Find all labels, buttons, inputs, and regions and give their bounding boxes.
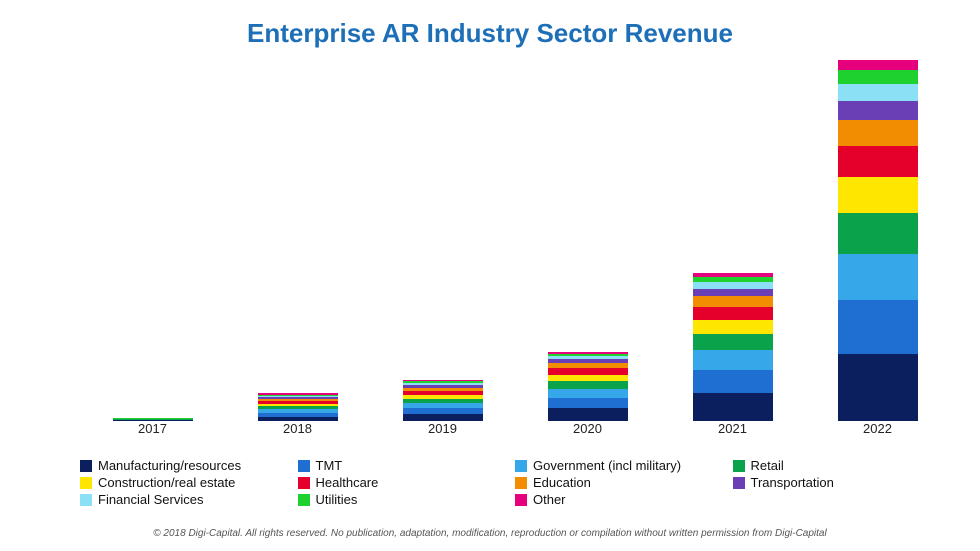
legend-item: Manufacturing/resources <box>80 458 298 473</box>
bars-container <box>80 60 950 421</box>
bar-2021 <box>693 273 773 421</box>
segment <box>693 320 773 334</box>
legend-label: Healthcare <box>316 475 379 490</box>
legend-swatch <box>733 477 745 489</box>
legend-item: Retail <box>733 458 951 473</box>
legend-swatch <box>80 494 92 506</box>
x-label: 2020 <box>543 421 633 441</box>
segment <box>693 334 773 351</box>
segment <box>838 60 918 70</box>
legend-item: Education <box>515 475 733 490</box>
legend-item: Construction/real estate <box>80 475 298 490</box>
segment <box>548 381 628 389</box>
legend-item: Utilities <box>298 492 516 507</box>
footer-copyright: © 2018 Digi-Capital. All rights reserved… <box>0 528 980 539</box>
segment <box>838 300 918 354</box>
segment <box>693 307 773 320</box>
legend-label: Other <box>533 492 566 507</box>
chart-title: Enterprise AR Industry Sector Revenue <box>0 0 980 49</box>
legend-swatch <box>80 477 92 489</box>
segment <box>838 101 918 120</box>
x-label: 2017 <box>108 421 198 441</box>
segment <box>548 408 628 421</box>
segment <box>838 120 918 146</box>
segment <box>403 414 483 421</box>
bar-slot <box>253 393 343 421</box>
bar-slot <box>688 273 778 421</box>
legend-swatch <box>515 460 527 472</box>
segment <box>693 350 773 369</box>
x-label: 2018 <box>253 421 343 441</box>
bar-slot <box>833 60 923 421</box>
bar-2018 <box>258 393 338 421</box>
legend-swatch <box>733 460 745 472</box>
segment <box>838 146 918 177</box>
legend-swatch <box>515 494 527 506</box>
segment <box>548 389 628 398</box>
legend-item: Government (incl military) <box>515 458 733 473</box>
legend-item: TMT <box>298 458 516 473</box>
legend-label: Utilities <box>316 492 358 507</box>
segment <box>838 354 918 421</box>
legend-label: TMT <box>316 458 343 473</box>
legend-label: Government (incl military) <box>533 458 681 473</box>
segment <box>693 370 773 393</box>
bar-2019 <box>403 380 483 421</box>
legend-label: Manufacturing/resources <box>98 458 241 473</box>
segment <box>838 254 918 300</box>
legend-swatch <box>80 460 92 472</box>
legend: Manufacturing/resources TMT Government (in… <box>80 458 950 509</box>
bar-2020 <box>548 352 628 421</box>
legend-swatch <box>298 494 310 506</box>
plot-area: 2017 2018 2019 2020 2021 2022 <box>80 60 950 441</box>
x-label: 2019 <box>398 421 488 441</box>
legend-item: Healthcare <box>298 475 516 490</box>
x-axis-labels: 2017 2018 2019 2020 2021 2022 <box>80 421 950 441</box>
segment <box>838 84 918 101</box>
legend-label: Financial Services <box>98 492 204 507</box>
x-label: 2022 <box>833 421 923 441</box>
legend-swatch <box>515 477 527 489</box>
segment <box>838 70 918 84</box>
bar-slot <box>543 352 633 421</box>
page: Enterprise AR Industry Sector Revenue 20… <box>0 0 980 551</box>
legend-label: Education <box>533 475 591 490</box>
segment <box>838 177 918 213</box>
legend-item: Financial Services <box>80 492 298 507</box>
x-label: 2021 <box>688 421 778 441</box>
legend-label: Retail <box>751 458 784 473</box>
segment <box>693 296 773 306</box>
segment <box>693 289 773 297</box>
segment <box>548 398 628 408</box>
bar-slot <box>398 380 488 421</box>
legend-swatch <box>298 477 310 489</box>
segment <box>693 393 773 421</box>
legend-label: Construction/real estate <box>98 475 235 490</box>
legend-swatch <box>298 460 310 472</box>
segment <box>838 213 918 254</box>
bar-2022 <box>838 60 918 421</box>
legend-label: Transportation <box>751 475 834 490</box>
legend-item: Other <box>515 492 733 507</box>
legend-item: Transportation <box>733 475 951 490</box>
